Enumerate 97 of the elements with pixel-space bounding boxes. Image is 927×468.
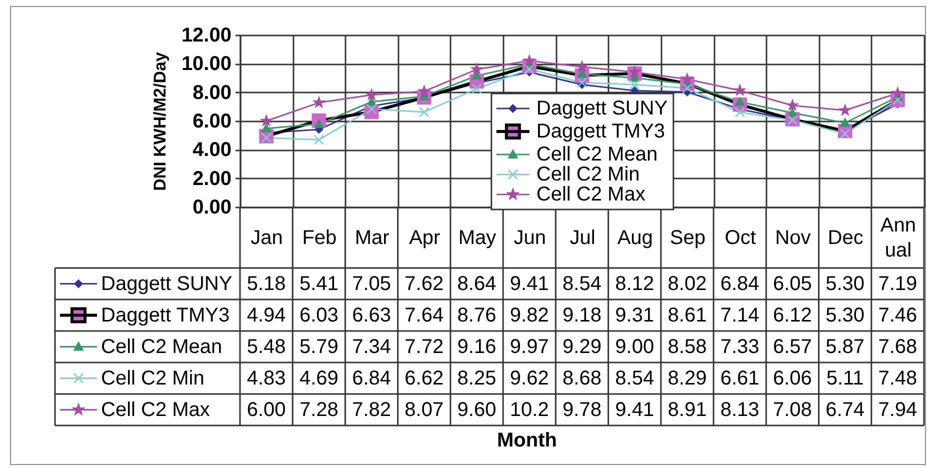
text: Month [497, 430, 557, 452]
data-label: 9.60 [457, 398, 496, 421]
data-label: 9.62 [510, 367, 549, 390]
data-label: 5.87 [826, 336, 865, 358]
data-label: 9.97 [510, 336, 549, 358]
y-tick-label: 10.00 [181, 53, 232, 76]
data-label: 4.83 [246, 367, 286, 390]
data-label: 8.54 [562, 272, 602, 295]
y-tick-label: 0.00 [192, 196, 232, 218]
data-label: 7.94 [878, 398, 918, 421]
data-label: 6.61 [720, 367, 760, 390]
data-label: 5.41 [299, 272, 338, 295]
data-label: 4.94 [246, 304, 286, 326]
y-axis-title: DNI KWH/M2/Day [150, 52, 170, 191]
data-label: 6.84 [720, 272, 760, 295]
data-label: 9.00 [615, 336, 654, 358]
data-label: 5.48 [246, 336, 286, 358]
data-label: 7.82 [352, 398, 392, 421]
x-tick-label: Jun [514, 227, 546, 249]
x-tick-label: Jan [250, 227, 283, 249]
x-tick-label: Sep [670, 227, 706, 249]
data-label: 6.06 [772, 367, 812, 390]
y-tick-label: 12.00 [181, 24, 232, 46]
data-label: 5.79 [299, 336, 338, 358]
legend-label: Cell C2 Min [536, 164, 640, 186]
legend-label: Cell C2 Mean [536, 144, 658, 166]
data-label: 8.61 [668, 304, 707, 326]
x-tick-label: Apr [409, 227, 441, 249]
x-tick-label: Jul [570, 227, 596, 249]
x-tick-label: Aug [617, 227, 653, 249]
data-label: 9.78 [562, 398, 602, 421]
data-label: 8.58 [668, 336, 707, 358]
text: Daggett SUNY [101, 272, 232, 295]
data-label: 7.68 [878, 336, 918, 358]
data-label: 9.41 [510, 272, 549, 295]
data-label: 6.57 [772, 336, 812, 358]
text: Cell C2 Min [101, 367, 204, 390]
data-label: 8.29 [668, 367, 707, 390]
data-label: 8.76 [457, 304, 496, 326]
text: Daggett TMY3 [101, 304, 230, 326]
x-tick-label: Feb [302, 227, 337, 249]
data-label: 9.18 [562, 304, 602, 326]
data-label: 8.13 [720, 398, 760, 421]
data-label: 8.02 [668, 272, 707, 295]
data-label: 7.19 [878, 272, 918, 295]
data-label: 7.64 [404, 304, 444, 326]
legend-label: Daggett SUNY [536, 98, 668, 120]
y-tick-label: 2.00 [192, 168, 232, 190]
x-tick-label: Dec [828, 227, 864, 249]
data-label: 6.05 [772, 272, 812, 295]
x-tick-label: Mar [354, 227, 390, 249]
text: Cell C2 Mean [101, 336, 222, 358]
legend-label: Cell C2 Max [536, 184, 646, 206]
data-label: 7.14 [720, 304, 760, 326]
data-label: 8.64 [457, 272, 496, 295]
data-label: 9.41 [615, 398, 654, 421]
data-label: 9.82 [510, 304, 549, 326]
data-label: 5.11 [826, 367, 864, 390]
text: Cell C2 Max [101, 398, 210, 421]
y-tick-label: 6.00 [192, 110, 232, 132]
data-label: 7.28 [299, 398, 338, 421]
data-label: 5.30 [826, 304, 865, 326]
data-label: 6.63 [352, 304, 392, 326]
data-label: 6.84 [352, 367, 392, 390]
x-tick-label: Nov [775, 227, 811, 249]
legend-label: Daggett TMY3 [536, 120, 666, 142]
data-label: 8.54 [615, 367, 654, 390]
data-label: 7.72 [404, 336, 444, 358]
data-label: 8.07 [404, 398, 444, 421]
data-label: 6.00 [246, 398, 286, 421]
data-label: 8.12 [615, 272, 654, 295]
data-label: 7.33 [720, 336, 760, 358]
data-label: 8.91 [668, 398, 707, 421]
x-tick-label: May [458, 227, 496, 249]
data-label: 7.46 [878, 304, 918, 326]
data-label: 6.12 [772, 304, 812, 326]
data-label: 8.68 [562, 367, 602, 390]
data-label: 5.18 [246, 272, 286, 295]
data-label: 7.62 [404, 272, 444, 295]
y-tick-label: 4.00 [192, 139, 232, 162]
data-label: 8.25 [457, 367, 496, 390]
x-tick-label: Oct [724, 227, 756, 249]
data-label: 6.62 [404, 367, 444, 390]
data-label: 10.2 [510, 398, 549, 421]
x-tick-label: Annual [880, 214, 916, 262]
data-label: 6.03 [299, 304, 338, 326]
data-label: 6.74 [826, 398, 865, 421]
data-label: 9.29 [562, 336, 602, 358]
data-label: 9.16 [457, 336, 496, 358]
data-label: 7.05 [352, 272, 392, 295]
data-label: 5.30 [826, 272, 865, 295]
data-label: 4.69 [299, 367, 338, 390]
data-label: 7.48 [878, 367, 918, 390]
y-tick-label: 8.00 [192, 82, 232, 104]
data-label: 7.08 [772, 398, 812, 421]
data-label: 9.31 [615, 304, 654, 326]
data-label: 7.34 [352, 336, 392, 358]
